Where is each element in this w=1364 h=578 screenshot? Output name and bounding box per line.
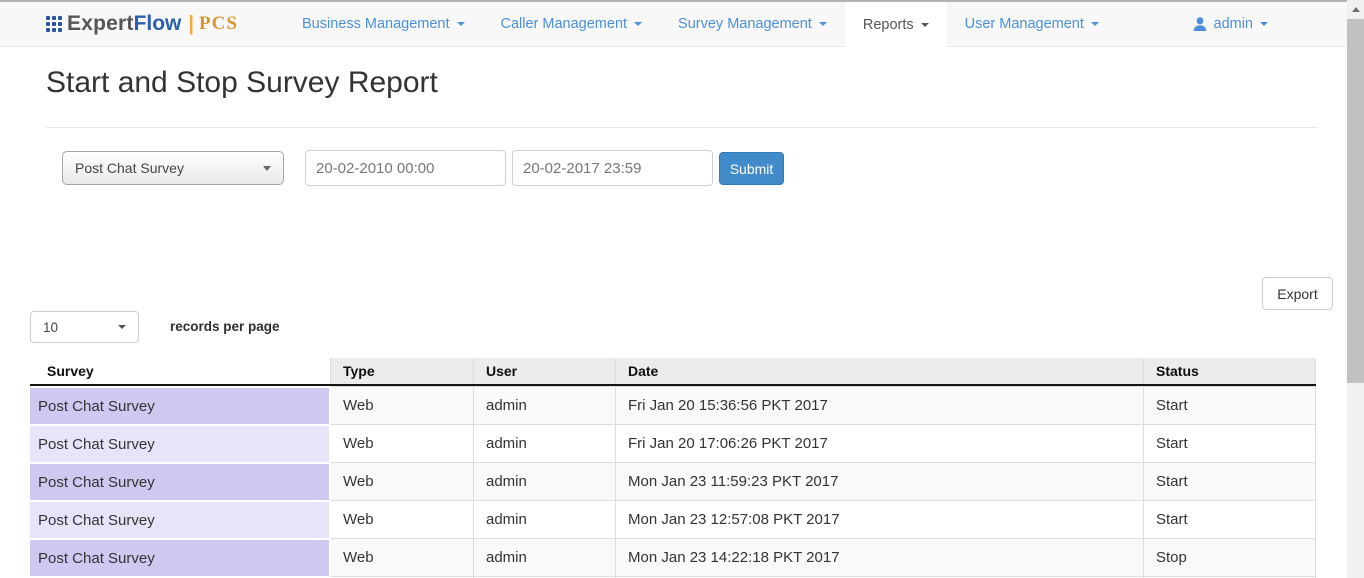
nav-item-survey-management[interactable]: Survey Management: [660, 2, 845, 46]
cell-user: admin: [474, 386, 616, 424]
chevron-down-icon: [1090, 22, 1099, 26]
table-row: Post Chat Survey Web admin Mon Jan 23 14…: [30, 538, 1316, 576]
brand-name-part1: Expert: [67, 12, 134, 35]
date-from-input[interactable]: [305, 150, 506, 186]
brand-logo[interactable]: Expert Flow | PCS: [46, 2, 238, 46]
cell-date: [616, 576, 1144, 578]
records-per-page-label: records per page: [170, 319, 280, 334]
cell-survey: [30, 576, 331, 578]
nav-item-business-management[interactable]: Business Management: [284, 2, 483, 46]
nav-item-label: Survey Management: [678, 16, 812, 32]
cell-user: admin: [474, 424, 616, 462]
cell-user: admin: [474, 462, 616, 500]
cell-date: Fri Jan 20 15:36:56 PKT 2017: [616, 386, 1144, 424]
nav-item-label: User Management: [964, 16, 1084, 32]
cell-user: admin: [474, 500, 616, 538]
date-to-input[interactable]: [512, 150, 713, 186]
user-name: admin: [1213, 16, 1254, 32]
table-header-row: Survey Type User Date Status: [30, 358, 1316, 386]
cell-type: Web: [331, 500, 474, 538]
survey-type-select[interactable]: Post Chat Survey: [62, 151, 284, 185]
cell-survey: Post Chat Survey: [30, 500, 331, 538]
chevron-down-icon: [1260, 22, 1268, 26]
navbar: Expert Flow | PCS Business Management Cal…: [0, 2, 1347, 47]
column-header-status[interactable]: Status: [1144, 358, 1316, 384]
nav-item-label: Caller Management: [500, 16, 628, 32]
cell-type: Web: [331, 424, 474, 462]
vertical-scrollbar[interactable]: [1347, 0, 1364, 578]
nav-item-label: Business Management: [302, 16, 450, 32]
main-nav: Business Management Caller Management Su…: [284, 2, 1117, 47]
table-row: Post Chat Survey Web admin Fri Jan 20 17…: [30, 424, 1316, 462]
cell-status: Start: [1144, 462, 1316, 500]
cell-date: Mon Jan 23 14:22:18 PKT 2017: [616, 538, 1144, 576]
user-icon: [1193, 17, 1206, 31]
cell-status: Stop: [1144, 538, 1316, 576]
records-per-page-value: 10: [43, 319, 59, 335]
survey-type-select-value: Post Chat Survey: [75, 160, 184, 176]
column-header-survey[interactable]: Survey: [30, 358, 331, 384]
cell-survey: Post Chat Survey: [30, 424, 331, 462]
records-per-page-select[interactable]: 10: [30, 311, 139, 343]
cell-status: Start: [1144, 500, 1316, 538]
cell-type: Web: [331, 462, 474, 500]
scrollbar-thumb[interactable]: [1347, 19, 1364, 383]
table-row: Post Chat Survey Web admin Mon Jan 23 11…: [30, 462, 1316, 500]
nav-item-label: Reports: [862, 16, 914, 33]
cell-date: Mon Jan 23 11:59:23 PKT 2017: [616, 462, 1144, 500]
cell-survey: Post Chat Survey: [30, 462, 331, 500]
report-table: Survey Type User Date Status Post Chat S…: [30, 358, 1316, 578]
submit-button[interactable]: Submit: [719, 152, 784, 185]
cell-status: Start: [1144, 424, 1316, 462]
scrollbar-up-arrow-icon[interactable]: [1347, 2, 1364, 17]
chevron-down-icon: [456, 22, 465, 26]
chevron-down-icon: [818, 22, 827, 26]
table-row-partial: [30, 576, 1316, 578]
select-caret-icon: [118, 325, 126, 329]
table-row: Post Chat Survey Web admin Fri Jan 20 15…: [30, 386, 1316, 424]
column-header-date[interactable]: Date: [616, 358, 1144, 384]
column-header-type[interactable]: Type: [331, 358, 474, 384]
cell-type: [331, 576, 474, 578]
cell-user: admin: [474, 538, 616, 576]
grid-logo-icon: [46, 16, 64, 32]
cell-type: Web: [331, 538, 474, 576]
table-row: Post Chat Survey Web admin Mon Jan 23 12…: [30, 500, 1316, 538]
user-menu[interactable]: admin: [1192, 2, 1268, 46]
brand-separator: |: [188, 12, 194, 35]
cell-survey: Post Chat Survey: [30, 538, 331, 576]
nav-item-user-management[interactable]: User Management: [947, 2, 1117, 46]
cell-type: Web: [331, 386, 474, 424]
nav-item-reports[interactable]: Reports: [844, 2, 947, 47]
cell-status: Start: [1144, 386, 1316, 424]
cell-survey: Post Chat Survey: [30, 386, 331, 424]
export-button[interactable]: Export: [1262, 277, 1333, 310]
select-caret-icon: [263, 165, 271, 171]
cell-status: [1144, 576, 1316, 578]
column-header-user[interactable]: User: [474, 358, 616, 384]
chevron-down-icon: [634, 22, 643, 26]
top-hairline: [0, 0, 1364, 2]
brand-name-part2: Flow: [133, 12, 182, 35]
nav-item-caller-management[interactable]: Caller Management: [483, 2, 661, 46]
brand-product: PCS: [199, 13, 238, 34]
divider: [46, 127, 1318, 128]
cell-user: [474, 576, 616, 578]
page-title: Start and Stop Survey Report: [46, 66, 438, 99]
cell-date: Mon Jan 23 12:57:08 PKT 2017: [616, 500, 1144, 538]
chevron-down-icon: [920, 22, 929, 27]
cell-date: Fri Jan 20 17:06:26 PKT 2017: [616, 424, 1144, 462]
